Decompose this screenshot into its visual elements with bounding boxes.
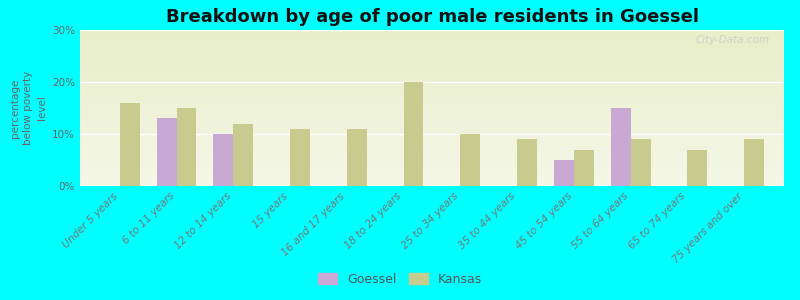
Bar (460, 134, 480, 186)
Bar (214, 134, 234, 186)
Bar (120, 103, 140, 186)
Title: Breakdown by age of poor male residents in Goessel: Breakdown by age of poor male residents … (166, 8, 698, 26)
Y-axis label: percentage
below poverty
level: percentage below poverty level (10, 71, 46, 145)
Bar (234, 124, 253, 186)
Bar (554, 160, 574, 186)
Bar (347, 129, 366, 186)
Bar (630, 139, 650, 186)
Bar (574, 150, 594, 186)
Bar (517, 139, 537, 186)
Text: City-Data.com: City-Data.com (696, 35, 770, 45)
Bar (177, 108, 196, 186)
Bar (157, 118, 177, 186)
Bar (687, 150, 707, 186)
Bar (611, 108, 630, 186)
Bar (744, 139, 764, 186)
Bar (290, 129, 310, 186)
Bar (404, 82, 423, 186)
Legend: Goessel, Kansas: Goessel, Kansas (313, 268, 487, 291)
